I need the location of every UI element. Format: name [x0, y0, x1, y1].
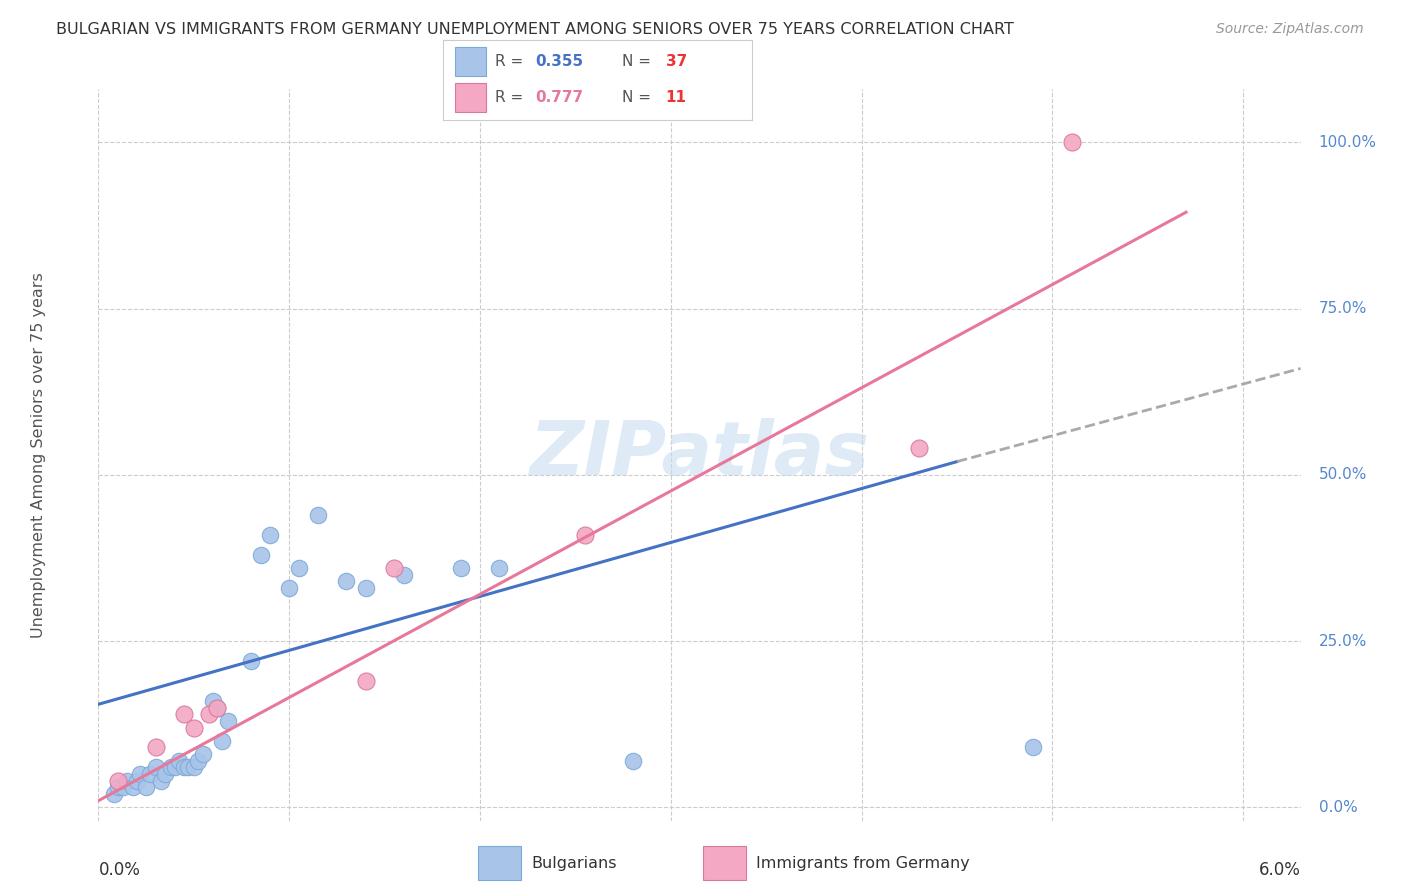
Point [139, 767, 162, 781]
Point [198, 707, 221, 722]
Point [211, 734, 233, 748]
Text: Unemployment Among Seniors over 75 years: Unemployment Among Seniors over 75 years [31, 272, 46, 638]
Point [167, 754, 190, 768]
Point [249, 548, 271, 562]
Point [240, 654, 263, 668]
Text: Source: ZipAtlas.com: Source: ZipAtlas.com [1216, 22, 1364, 37]
Text: 50.0%: 50.0% [1319, 467, 1367, 483]
Bar [456, 84, 486, 112]
Point [1022, 740, 1045, 755]
Point [107, 773, 129, 788]
Bar [478, 846, 522, 880]
Bar [456, 47, 486, 77]
Text: BULGARIAN VS IMMIGRANTS FROM GERMANY UNEMPLOYMENT AMONG SENIORS OVER 75 YEARS CO: BULGARIAN VS IMMIGRANTS FROM GERMANY UNE… [56, 22, 1014, 37]
Text: R =: R = [495, 54, 529, 70]
Point [115, 773, 138, 788]
Point [135, 780, 157, 795]
Point [908, 442, 931, 456]
Point [103, 787, 125, 801]
Text: Bulgarians: Bulgarians [531, 855, 616, 871]
Text: 6.0%: 6.0% [1258, 861, 1301, 879]
Point [193, 747, 215, 761]
Bar [703, 846, 747, 880]
Point [145, 760, 167, 774]
Point [112, 780, 135, 795]
Point [488, 561, 510, 575]
Point [621, 754, 644, 768]
Point [450, 561, 472, 575]
Point [107, 780, 129, 795]
Point [335, 574, 357, 589]
Text: N =: N = [623, 90, 657, 105]
Point [354, 581, 377, 595]
Text: 100.0%: 100.0% [1319, 135, 1376, 150]
Text: 25.0%: 25.0% [1319, 633, 1367, 648]
Point [259, 527, 281, 541]
Point [150, 773, 173, 788]
Text: N =: N = [623, 54, 657, 70]
Point [177, 760, 200, 774]
Point [201, 694, 224, 708]
Point [278, 581, 301, 595]
Text: 75.0%: 75.0% [1319, 301, 1367, 316]
Point [392, 567, 415, 582]
Text: 0.355: 0.355 [536, 54, 583, 70]
Text: 11: 11 [665, 90, 686, 105]
Point [173, 760, 195, 774]
Point [125, 773, 148, 788]
Point [217, 714, 239, 728]
Point [155, 767, 177, 781]
Point [160, 760, 183, 774]
Point [121, 780, 143, 795]
Point [205, 700, 228, 714]
Point [183, 721, 205, 735]
Text: R =: R = [495, 90, 529, 105]
Text: ZIPatlas: ZIPatlas [530, 418, 869, 491]
Text: 0.0%: 0.0% [1319, 800, 1357, 814]
Point [382, 561, 405, 575]
Text: 0.0%: 0.0% [98, 861, 141, 879]
Text: Immigrants from Germany: Immigrants from Germany [755, 855, 969, 871]
Point [205, 700, 228, 714]
Text: 37: 37 [665, 54, 688, 70]
Point [173, 707, 195, 722]
Text: 0.777: 0.777 [536, 90, 583, 105]
Point [307, 508, 329, 522]
Point [574, 527, 596, 541]
Point [129, 767, 152, 781]
Point [145, 740, 167, 755]
Point [163, 760, 186, 774]
Point [187, 754, 209, 768]
Point [287, 561, 309, 575]
Point [354, 673, 377, 688]
Point [183, 760, 205, 774]
Point [1060, 136, 1083, 150]
